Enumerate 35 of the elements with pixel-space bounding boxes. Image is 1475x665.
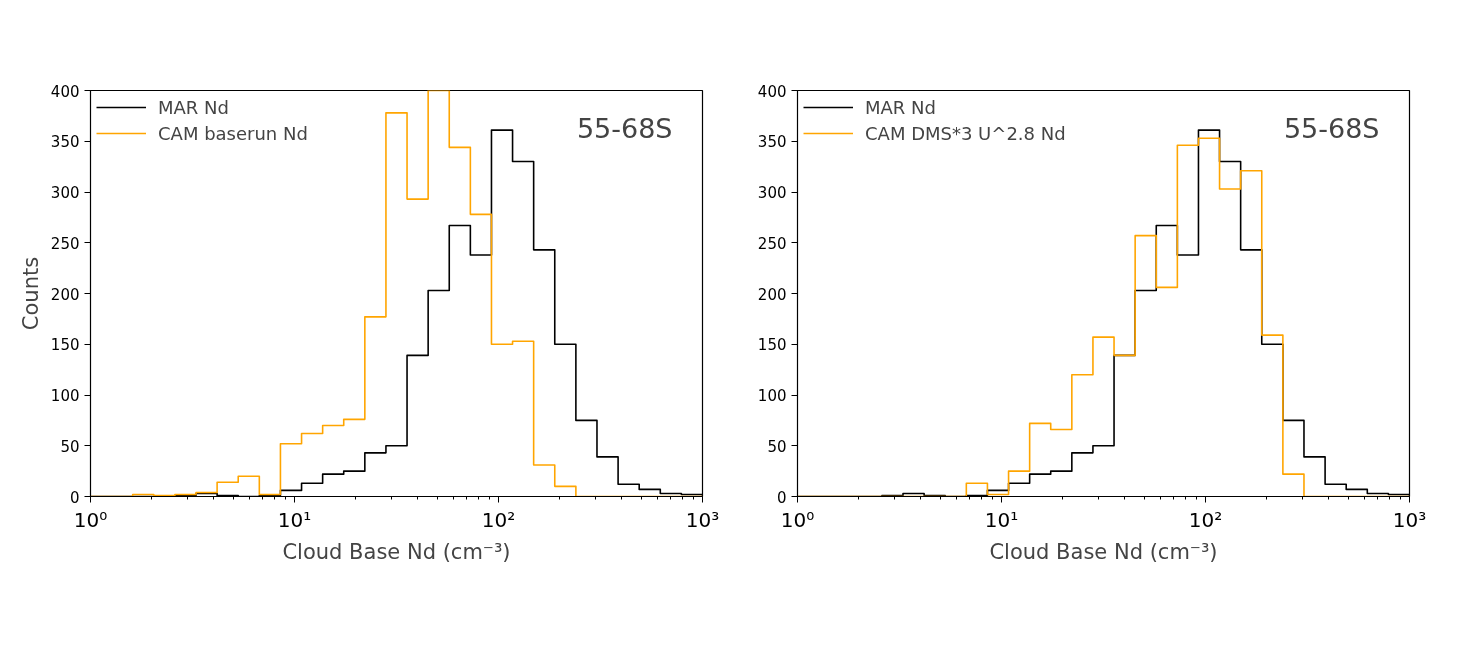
x-tick-label: 10³ bbox=[685, 507, 720, 532]
legend-label: MAR Nd bbox=[865, 96, 936, 118]
legend-label: CAM baserun Nd bbox=[158, 122, 308, 144]
y-tick-label: 300 bbox=[50, 184, 80, 202]
x-tick-label: 10¹ bbox=[277, 507, 312, 532]
x-axis-title: Cloud Base Nd (cm⁻³) bbox=[282, 539, 511, 564]
x-tick-label: 10² bbox=[481, 507, 516, 532]
y-tick-label: 350 bbox=[50, 133, 80, 152]
y-tick-label: 100 bbox=[50, 387, 80, 405]
y-tick-label: 150 bbox=[50, 336, 80, 355]
y-tick-label: 200 bbox=[50, 285, 80, 304]
y-tick-label: 200 bbox=[757, 285, 787, 304]
x-tick-label: 10¹ bbox=[984, 507, 1019, 532]
legend-label: CAM DMS*3 U^2.8 Nd bbox=[865, 122, 1066, 144]
y-axis-title: Counts bbox=[18, 256, 43, 331]
y-tick-label: 0 bbox=[776, 488, 787, 507]
x-tick-label: 10³ bbox=[1392, 507, 1427, 532]
y-tick-label: 50 bbox=[60, 437, 80, 456]
y-tick-label: 150 bbox=[757, 336, 787, 355]
annotation: 55-68S bbox=[576, 112, 673, 144]
y-tick-label: 350 bbox=[757, 133, 787, 152]
annotation: 55-68S bbox=[1283, 112, 1380, 144]
y-tick-label: 400 bbox=[757, 82, 787, 101]
y-tick-label: 300 bbox=[757, 184, 787, 202]
y-tick-label: 250 bbox=[757, 234, 787, 253]
x-tick-label: 10² bbox=[1188, 507, 1223, 532]
legend-label: MAR Nd bbox=[158, 96, 229, 118]
y-tick-label: 0 bbox=[69, 488, 80, 507]
y-tick-label: 100 bbox=[757, 387, 787, 405]
x-tick-label: 10⁰ bbox=[780, 507, 815, 532]
x-axis-title: Cloud Base Nd (cm⁻³) bbox=[989, 539, 1218, 564]
y-tick-label: 50 bbox=[767, 437, 787, 456]
y-tick-label: 400 bbox=[50, 82, 80, 101]
y-tick-label: 250 bbox=[50, 234, 80, 253]
x-tick-label: 10⁰ bbox=[73, 507, 108, 532]
